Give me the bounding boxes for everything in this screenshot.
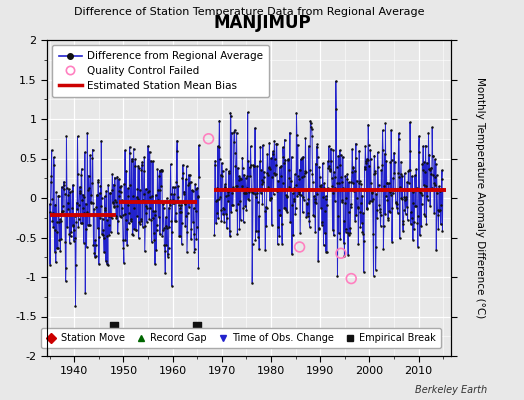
Point	[296, 244, 304, 250]
Legend: Station Move, Record Gap, Time of Obs. Change, Empirical Break: Station Move, Record Gap, Time of Obs. C…	[41, 328, 441, 348]
Point	[193, 323, 201, 329]
Y-axis label: Monthly Temperature Anomaly Difference (°C): Monthly Temperature Anomaly Difference (…	[475, 77, 485, 319]
Point	[110, 323, 118, 329]
Text: Berkeley Earth: Berkeley Earth	[415, 385, 487, 395]
Point	[337, 250, 345, 256]
Point	[347, 275, 355, 282]
Point	[204, 136, 213, 142]
Title: Difference of Station Temperature Data from Regional Average: Difference of Station Temperature Data f…	[74, 7, 424, 17]
Text: MANJIMUP: MANJIMUP	[213, 14, 311, 32]
